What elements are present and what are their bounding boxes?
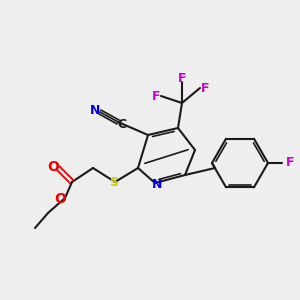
Text: F: F <box>178 71 186 85</box>
Text: N: N <box>152 178 162 190</box>
Text: F: F <box>201 82 209 95</box>
Text: O: O <box>54 192 66 206</box>
Text: F: F <box>286 157 294 169</box>
Text: N: N <box>90 103 100 116</box>
Text: F: F <box>152 91 160 103</box>
Text: C: C <box>117 118 127 131</box>
Text: O: O <box>47 160 59 174</box>
Text: S: S <box>110 176 118 190</box>
